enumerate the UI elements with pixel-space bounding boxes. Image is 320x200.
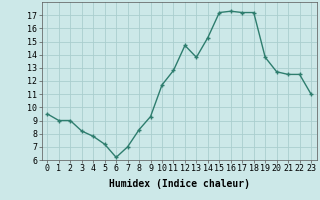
X-axis label: Humidex (Indice chaleur): Humidex (Indice chaleur)	[109, 179, 250, 189]
